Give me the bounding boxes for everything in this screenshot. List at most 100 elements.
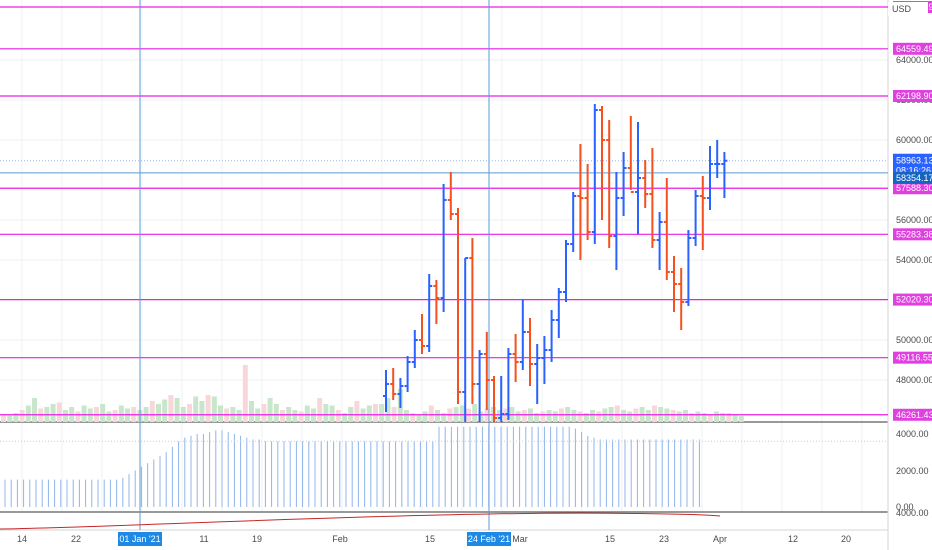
volume-bar bbox=[410, 413, 416, 422]
indicator-pane bbox=[0, 426, 888, 530]
ohlc-bar[interactable] bbox=[627, 116, 634, 193]
ohlc-bar[interactable] bbox=[570, 192, 577, 252]
price-axis[interactable]: 64000.0062000.0060000.0056000.0054000.00… bbox=[896, 55, 932, 518]
ohlc-bar[interactable] bbox=[577, 144, 584, 260]
volume-bar bbox=[645, 410, 651, 422]
ohlc-bars[interactable] bbox=[383, 104, 728, 422]
ohlc-bar[interactable] bbox=[440, 184, 447, 312]
price-tick: 50000.00 bbox=[896, 335, 932, 345]
level-badge bbox=[893, 293, 932, 306]
ohlc-bar[interactable] bbox=[649, 148, 656, 248]
volume-bar bbox=[590, 410, 595, 422]
ohlc-bar[interactable] bbox=[599, 106, 605, 220]
ohlc-bar[interactable] bbox=[469, 238, 476, 404]
ohlc-bar[interactable] bbox=[678, 268, 685, 330]
volume-bar bbox=[75, 411, 81, 422]
time-tick: 12 bbox=[788, 534, 798, 544]
price-tick: 60000.00 bbox=[896, 135, 932, 145]
volume-bars bbox=[1, 365, 744, 422]
ohlc-bar[interactable] bbox=[476, 350, 483, 422]
volume-bar bbox=[50, 404, 56, 422]
currency-label[interactable]: USD bbox=[888, 2, 928, 16]
ohlc-bar[interactable] bbox=[383, 370, 389, 412]
volume-bar bbox=[7, 415, 13, 422]
ohlc-bar[interactable] bbox=[519, 300, 526, 370]
ohlc-bar[interactable] bbox=[685, 230, 692, 306]
volume-bar bbox=[701, 413, 707, 422]
ohlc-bar[interactable] bbox=[426, 274, 433, 352]
ohlc-bar[interactable] bbox=[656, 212, 663, 270]
volume-bar bbox=[304, 405, 310, 422]
indicator-tick: 4000.00 bbox=[896, 429, 929, 439]
time-tick: 23 bbox=[659, 534, 669, 544]
ohlc-bar[interactable] bbox=[606, 120, 613, 248]
ohlc-bar[interactable] bbox=[699, 176, 706, 250]
volume-bar bbox=[187, 404, 192, 422]
volume-bar bbox=[521, 410, 527, 422]
ohlc-bar[interactable] bbox=[498, 376, 505, 422]
volume-bar bbox=[112, 410, 118, 422]
ohlc-bar[interactable] bbox=[462, 257, 469, 422]
volume-bar bbox=[720, 413, 726, 422]
volume-bar bbox=[577, 411, 583, 422]
time-axis[interactable]: 14 22 01 Jan '21 11 19 Feb 15 24 Feb '21 Mar 15 23… bbox=[17, 532, 851, 546]
ohlc-bar[interactable] bbox=[390, 368, 397, 400]
volume-bar bbox=[156, 404, 161, 422]
ohlc-bar[interactable] bbox=[620, 152, 627, 216]
ohlc-bar[interactable] bbox=[541, 336, 548, 384]
volume-bar bbox=[385, 398, 391, 422]
ohlc-bar[interactable] bbox=[635, 122, 641, 234]
crosshair-date-text: 24 Feb '21 bbox=[468, 534, 510, 544]
volume-bar bbox=[354, 401, 360, 422]
level-badge bbox=[893, 182, 932, 195]
ohlc-bar[interactable] bbox=[591, 104, 598, 244]
volume-bar bbox=[546, 410, 552, 422]
volume-bar bbox=[236, 410, 242, 422]
ohlc-bar[interactable] bbox=[671, 256, 677, 312]
ohlc-bar[interactable] bbox=[505, 348, 512, 420]
ohlc-bar[interactable] bbox=[707, 146, 713, 210]
ohlc-bar[interactable] bbox=[555, 288, 562, 338]
ohlc-bar[interactable] bbox=[483, 332, 490, 410]
level-badge-text: 46261.43 bbox=[896, 410, 932, 420]
ohlc-bar[interactable] bbox=[563, 240, 569, 302]
volume-bar bbox=[540, 411, 546, 422]
time-tick: 11 bbox=[199, 534, 208, 544]
volume-bar bbox=[404, 410, 409, 422]
ohlc-bar[interactable] bbox=[613, 172, 620, 270]
ohlc-bar[interactable] bbox=[663, 178, 670, 280]
ohlc-bar[interactable] bbox=[433, 280, 440, 324]
indicator-tick: 2000.00 bbox=[896, 466, 929, 476]
volume-bar bbox=[280, 410, 285, 422]
ohlc-bar[interactable] bbox=[692, 190, 699, 246]
ohlc-bar[interactable] bbox=[404, 356, 411, 392]
ohlc-bar[interactable] bbox=[512, 334, 519, 382]
ohlc-bar[interactable] bbox=[714, 140, 721, 178]
ohlc-bar[interactable] bbox=[534, 344, 541, 404]
volume-bar bbox=[81, 405, 87, 422]
time-tick: 15 bbox=[425, 534, 435, 544]
volume-bar bbox=[56, 402, 62, 422]
volume-bar bbox=[273, 404, 279, 422]
time-tick: 20 bbox=[841, 534, 851, 544]
volume-bar bbox=[683, 410, 688, 422]
ohlc-bar[interactable] bbox=[584, 164, 591, 240]
ohlc-bar[interactable] bbox=[419, 314, 425, 354]
ohlc-bar[interactable] bbox=[527, 318, 533, 386]
ohlc-bar[interactable] bbox=[411, 330, 418, 368]
ohlc-bar[interactable] bbox=[447, 172, 454, 220]
ohlc-bar[interactable] bbox=[548, 310, 555, 362]
ohlc-bar[interactable] bbox=[642, 160, 649, 208]
ohlc-bar[interactable] bbox=[721, 152, 728, 198]
level-badge-text: 52020.30 bbox=[896, 295, 932, 305]
ohlc-bar[interactable] bbox=[397, 378, 404, 408]
volume-bar bbox=[267, 398, 273, 422]
ohlc-bar[interactable] bbox=[491, 376, 497, 422]
volume-bar bbox=[373, 404, 378, 422]
countdown-text: 08:16:26 bbox=[896, 166, 931, 176]
volume-bar bbox=[249, 401, 254, 422]
volume-bar bbox=[714, 411, 719, 422]
ohlc-bar[interactable] bbox=[455, 208, 461, 404]
crosshair-price-text: 58354.17 bbox=[896, 173, 932, 183]
